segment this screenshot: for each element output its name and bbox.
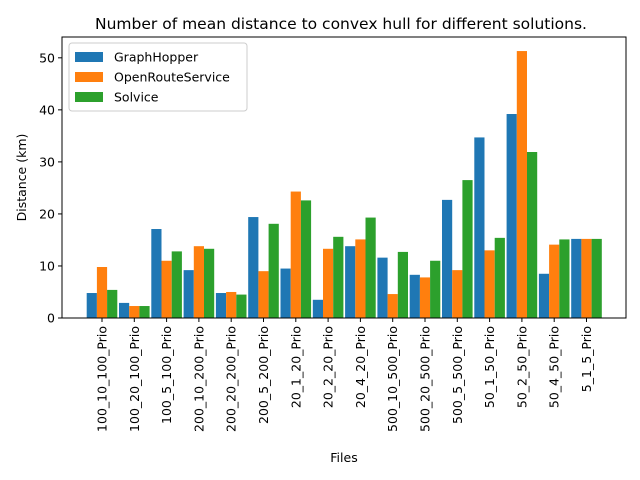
- x-tick-label: 500_20_500_Prio: [418, 326, 433, 432]
- y-tick-label: 30: [39, 154, 55, 169]
- bar-openrouteservice-500_5_500_Prio: [452, 270, 463, 318]
- legend-label-openrouteservice: OpenRouteService: [114, 70, 230, 85]
- x-tick-label: 50_2_50_Prio: [514, 326, 529, 408]
- bar-solvice-100_5_100_Prio: [171, 251, 182, 318]
- x-tick-label: 5_1_5_Prio: [579, 326, 594, 392]
- bar-solvice-500_5_500_Prio: [462, 180, 473, 318]
- bar-solvice-20_2_20_Prio: [333, 236, 344, 318]
- bar-solvice-20_1_20_Prio: [300, 200, 312, 318]
- bar-graphhopper-20_1_20_Prio: [280, 268, 291, 318]
- bar-solvice-50_1_50_Prio: [494, 237, 505, 318]
- bar-openrouteservice-50_4_50_Prio: [549, 244, 560, 318]
- plot-frame: [61, 36, 627, 319]
- y-tick-label: 50: [39, 50, 55, 65]
- bars-group: [86, 51, 602, 319]
- bar-graphhopper-500_5_500_Prio: [442, 199, 453, 318]
- bar-openrouteservice-500_10_500_Prio: [387, 294, 398, 318]
- bar-openrouteservice-100_20_100_Prio: [129, 306, 140, 318]
- x-tick-label: 100_20_100_Prio: [127, 326, 142, 432]
- bar-graphhopper-20_4_20_Prio: [345, 246, 356, 318]
- bar-openrouteservice-20_2_20_Prio: [323, 248, 334, 318]
- bar-openrouteservice-200_10_200_Prio: [193, 246, 204, 318]
- y-axis: 0 10 20 30 40 50: [39, 50, 62, 326]
- bar-solvice-200_5_200_Prio: [268, 223, 279, 318]
- legend-swatch-openrouteservice: [75, 72, 103, 82]
- bar-solvice-200_20_200_Prio: [236, 294, 247, 318]
- y-axis-label: Distance (km): [14, 134, 29, 222]
- y-tick-label: 20: [39, 206, 55, 221]
- x-axis-label: Files: [330, 450, 357, 465]
- bar-solvice-500_20_500_Prio: [430, 260, 441, 318]
- x-tick-label: 20_2_20_Prio: [321, 326, 336, 408]
- x-tick-label: 500_10_500_Prio: [385, 326, 400, 432]
- bar-openrouteservice-5_1_5_Prio: [581, 238, 592, 318]
- legend-label-graphhopper: GraphHopper: [114, 50, 199, 65]
- bar-openrouteservice-50_2_50_Prio: [516, 51, 527, 319]
- x-tick-label: 100_10_100_Prio: [95, 326, 110, 432]
- bar-solvice-50_2_50_Prio: [527, 152, 538, 318]
- bar-solvice-100_20_100_Prio: [139, 306, 150, 318]
- bar-openrouteservice-100_5_100_Prio: [161, 260, 172, 318]
- legend-swatch-graphhopper: [75, 52, 103, 62]
- x-tick-label: 50_1_50_Prio: [482, 326, 497, 408]
- bar-openrouteservice-50_1_50_Prio: [484, 250, 495, 318]
- bar-openrouteservice-200_20_200_Prio: [226, 291, 237, 318]
- bar-solvice-50_4_50_Prio: [559, 239, 570, 318]
- bar-solvice-5_1_5_Prio: [591, 238, 602, 318]
- chart-title: Number of mean distance to convex hull f…: [95, 15, 587, 33]
- bar-solvice-500_10_500_Prio: [397, 251, 408, 318]
- x-tick-label: 500_5_500_Prio: [450, 326, 465, 424]
- bar-graphhopper-50_4_50_Prio: [538, 273, 550, 318]
- bar-graphhopper-500_20_500_Prio: [409, 274, 420, 318]
- bar-graphhopper-100_5_100_Prio: [151, 229, 162, 318]
- bar-graphhopper-100_20_100_Prio: [119, 302, 130, 318]
- x-tick-label: 50_4_50_Prio: [547, 326, 562, 408]
- x-tick-label: 20_4_20_Prio: [353, 326, 368, 408]
- bar-graphhopper-100_10_100_Prio: [86, 293, 97, 318]
- legend-swatch-solvice: [75, 92, 103, 102]
- bar-openrouteservice-500_20_500_Prio: [419, 277, 431, 318]
- y-tick-label: 40: [39, 102, 55, 117]
- x-tick-label: 100_5_100_Prio: [159, 326, 174, 424]
- x-tick-label: 200_5_200_Prio: [256, 326, 271, 424]
- bar-graphhopper-5_1_5_Prio: [571, 238, 582, 318]
- bar-openrouteservice-200_5_200_Prio: [258, 271, 269, 318]
- y-tick-label: 10: [39, 258, 55, 273]
- x-tick-label: 200_20_200_Prio: [224, 326, 239, 432]
- legend: GraphHopper OpenRouteService Solvice: [68, 42, 248, 112]
- legend-label-solvice: Solvice: [114, 90, 159, 105]
- legend-box: [68, 42, 248, 112]
- y-tick-label: 0: [47, 311, 55, 326]
- bar-openrouteservice-20_4_20_Prio: [355, 239, 366, 318]
- x-tick-label: 20_1_20_Prio: [288, 326, 303, 408]
- bar-graphhopper-20_2_20_Prio: [312, 299, 323, 318]
- x-axis: 100_10_100_Prio 100_20_100_Prio 100_5_100_…: [95, 318, 594, 432]
- bar-solvice-200_10_200_Prio: [204, 248, 215, 318]
- bar-graphhopper-500_10_500_Prio: [377, 257, 388, 318]
- bar-graphhopper-200_10_200_Prio: [183, 270, 194, 318]
- bar-openrouteservice-100_10_100_Prio: [96, 267, 108, 318]
- x-tick-label: 200_10_200_Prio: [191, 326, 206, 432]
- bar-graphhopper-200_20_200_Prio: [215, 293, 227, 318]
- bar-solvice-20_4_20_Prio: [365, 217, 376, 318]
- bar-graphhopper-200_5_200_Prio: [248, 217, 259, 318]
- bar-solvice-100_10_100_Prio: [107, 289, 118, 318]
- bar-graphhopper-50_1_50_Prio: [474, 137, 485, 318]
- bar-openrouteservice-20_1_20_Prio: [290, 191, 301, 318]
- bar-graphhopper-50_2_50_Prio: [506, 114, 517, 318]
